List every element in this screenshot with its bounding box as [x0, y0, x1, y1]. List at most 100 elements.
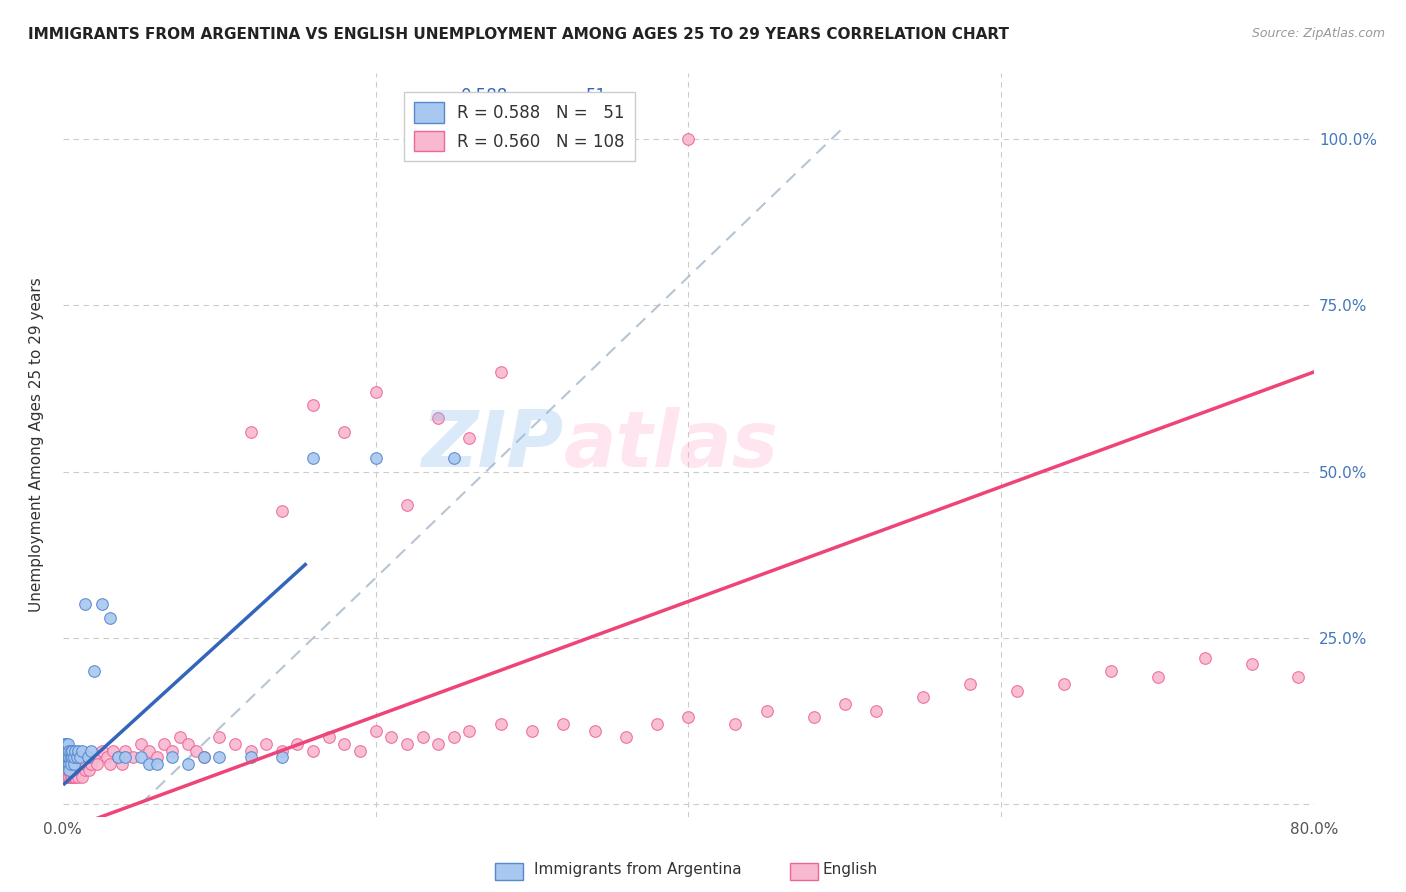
Point [58, 743, 80, 757]
Point [107, 750, 129, 764]
Point [55, 750, 77, 764]
Point [111, 756, 134, 771]
Point [55, 750, 77, 764]
Point [553, 717, 575, 731]
Point [80, 743, 103, 757]
Text: IMMIGRANTS FROM ARGENTINA VS ENGLISH UNEMPLOYMENT AMONG AGES 25 TO 29 YEARS CORR: IMMIGRANTS FROM ARGENTINA VS ENGLISH UNE… [28, 27, 1010, 42]
Point [270, 750, 292, 764]
Point [56, 764, 79, 778]
Point [73, 764, 96, 778]
Point [58, 764, 80, 778]
Point [69, 750, 91, 764]
Point [98, 756, 121, 771]
Point [60, 750, 83, 764]
Point [53, 750, 76, 764]
Point [1146, 671, 1168, 685]
Point [489, 365, 512, 379]
Point [270, 743, 292, 757]
Point [114, 743, 136, 757]
Point [76, 750, 98, 764]
Text: Source: ZipAtlas.com: Source: ZipAtlas.com [1251, 27, 1385, 40]
Point [56, 750, 79, 764]
Point [59, 750, 82, 764]
Point [70, 770, 93, 784]
Point [70, 743, 93, 757]
Point [101, 743, 124, 757]
Point [153, 737, 176, 751]
Point [76, 750, 98, 764]
Point [59, 756, 82, 771]
Point [55, 743, 77, 757]
Point [208, 750, 231, 764]
Point [60, 770, 83, 784]
Point [520, 132, 543, 146]
Point [55, 770, 77, 784]
Point [239, 425, 262, 439]
Point [184, 743, 207, 757]
Text: ZIP: ZIP [420, 407, 564, 483]
Point [287, 737, 309, 751]
Point [239, 743, 262, 757]
Point [224, 737, 246, 751]
Point [122, 750, 145, 764]
Point [55, 756, 77, 771]
Point [614, 731, 637, 745]
Point [380, 731, 402, 745]
Point [69, 764, 91, 778]
Point [62, 756, 84, 771]
Point [98, 610, 121, 624]
Point [162, 743, 184, 757]
Point [208, 731, 231, 745]
Point [55, 737, 77, 751]
Point [67, 756, 90, 771]
Text: 0.588: 0.588 [461, 87, 508, 105]
Point [53, 756, 76, 771]
Point [80, 756, 103, 771]
Point [333, 425, 356, 439]
Point [1099, 664, 1122, 678]
Point [59, 764, 82, 778]
Point [803, 710, 825, 724]
Point [1053, 677, 1076, 691]
Point [364, 384, 387, 399]
Point [193, 750, 215, 764]
Point [73, 598, 96, 612]
Point [58, 750, 80, 764]
Point [364, 723, 387, 738]
Point [1194, 650, 1216, 665]
Point [75, 756, 97, 771]
Point [56, 737, 79, 751]
Point [60, 743, 83, 757]
Point [86, 756, 108, 771]
Point [1240, 657, 1263, 672]
Text: English: English [823, 863, 877, 877]
Point [145, 756, 167, 771]
Point [53, 743, 76, 757]
Point [270, 504, 292, 518]
Point [865, 704, 887, 718]
Point [333, 737, 356, 751]
Point [912, 690, 935, 705]
Point [129, 737, 152, 751]
Point [349, 743, 371, 757]
Point [65, 770, 87, 784]
Point [239, 750, 262, 764]
Point [302, 451, 325, 466]
Point [169, 731, 191, 745]
Text: Immigrants from Argentina: Immigrants from Argentina [534, 863, 742, 877]
Point [395, 498, 418, 512]
Point [56, 750, 79, 764]
Point [53, 764, 76, 778]
Text: 0.560: 0.560 [461, 107, 508, 126]
Point [427, 411, 450, 425]
Point [90, 743, 112, 757]
Point [177, 756, 200, 771]
Point [145, 750, 167, 764]
Point [58, 764, 80, 778]
Text: atlas: atlas [564, 407, 779, 483]
Point [1286, 671, 1309, 685]
Point [62, 770, 84, 784]
Point [138, 756, 160, 771]
Point [56, 756, 79, 771]
Point [193, 750, 215, 764]
